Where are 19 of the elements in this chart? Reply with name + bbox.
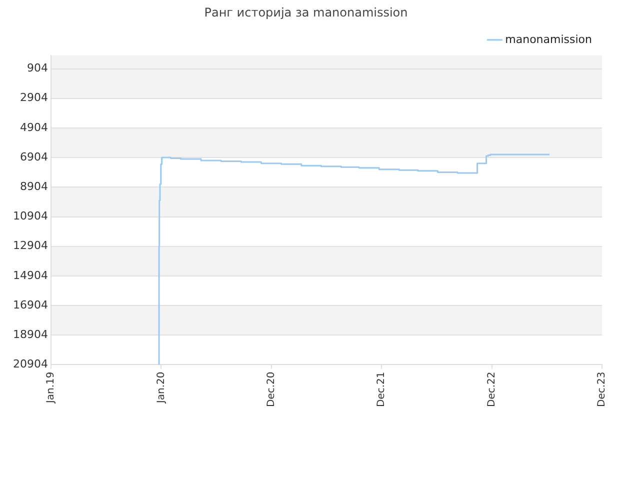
- y-tick-label: 904: [26, 62, 48, 75]
- y-tick-label: 18904: [12, 328, 48, 342]
- y-tick-label: 16904: [12, 298, 48, 312]
- y-tick-label: 2904: [20, 91, 48, 104]
- x-tick-label: Dec.21: [376, 372, 388, 408]
- x-tick-label: Dec.23: [596, 372, 608, 408]
- chart-title: Ранг историја за manonamission: [204, 5, 408, 20]
- x-tick-label: Jan.20: [156, 372, 167, 404]
- y-tick-label: 4904: [20, 120, 48, 134]
- x-tick-label: Dec.20: [266, 372, 277, 408]
- y-tick-label: 20904: [12, 358, 48, 371]
- y-tick-label: 14904: [12, 268, 48, 282]
- x-tick-label: Jan.19: [46, 372, 57, 404]
- y-tick-label: 6904: [20, 150, 48, 164]
- x-tick-label: Dec.22: [486, 372, 498, 408]
- y-tick-label: 12904: [12, 239, 48, 252]
- y-tick-label: 8904: [20, 180, 48, 194]
- legend-label: manonamission: [505, 32, 592, 46]
- y-tick-label: 10904: [12, 210, 48, 223]
